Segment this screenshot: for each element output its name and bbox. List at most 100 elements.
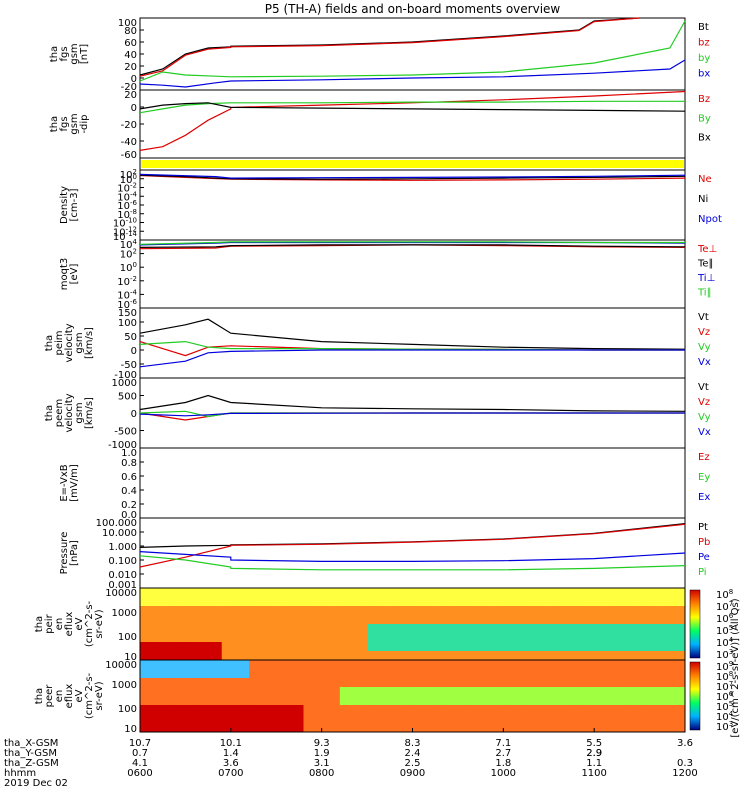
spectrogram-cell: [603, 705, 613, 715]
spectrogram-cell: [394, 588, 404, 598]
spectrogram-cell: [321, 687, 332, 697]
spectrogram-cell: [376, 651, 386, 661]
spectrogram-cell: [639, 678, 650, 688]
spectrogram-cell: [385, 714, 395, 724]
spectrogram-cell: [512, 669, 522, 679]
spectrogram-cell: [339, 705, 350, 715]
spectrogram-cell: [412, 651, 423, 661]
spectrogram-cell: [657, 696, 668, 706]
spectrogram-cell: [203, 678, 214, 688]
spectrogram-cell: [249, 669, 259, 679]
spectrogram-cell: [603, 651, 613, 661]
y-tick-label: 1.0: [121, 448, 137, 459]
spectrogram-cell: [521, 606, 532, 616]
spectrogram-cell: [448, 678, 459, 688]
spectrogram-cell: [294, 588, 304, 598]
spectrogram-cell: [385, 687, 395, 697]
spectrogram-cell: [639, 705, 650, 715]
y-tick-label: 10-2: [117, 275, 137, 288]
y-tick-label: 0: [131, 103, 137, 114]
spectrogram-cell: [675, 633, 686, 643]
spectrogram-cell: [648, 660, 659, 670]
spectrogram-cell: [330, 642, 341, 652]
spectrogram-cell: [321, 723, 332, 733]
spectrogram-cell: [503, 597, 513, 607]
legend-entry: Bz: [698, 94, 710, 105]
spectrogram-cell: [294, 624, 304, 634]
spectrogram-cell: [539, 588, 550, 598]
y-tick-label: 10-6: [117, 298, 137, 311]
spectrogram-cell: [158, 633, 168, 643]
spectrogram-cell: [158, 660, 168, 670]
spectrogram-cell: [412, 723, 423, 733]
spectrogram-cell: [258, 696, 268, 706]
spectrogram-cell: [358, 705, 368, 715]
y-tick-label: 1.000: [108, 542, 137, 553]
spectrogram-cell: [467, 615, 477, 625]
spectrogram-cell: [603, 669, 613, 679]
spectrogram-cell: [603, 696, 613, 706]
spectrogram-cell: [258, 642, 268, 652]
orbit-value: 4.1: [132, 758, 148, 769]
orbit-row-label: tha_Z-GSM: [4, 758, 59, 769]
spectrogram-cell: [348, 624, 359, 634]
spectrogram-cell: [576, 606, 586, 616]
y-tick-label: 20: [124, 90, 137, 101]
spectrogram-cell: [639, 651, 650, 661]
spectrogram-cell: [657, 660, 668, 670]
series-line-red: [139, 90, 686, 151]
spectrogram-cell: [176, 669, 186, 679]
spectrogram-cell: [230, 606, 241, 616]
spectrogram-cell: [158, 687, 168, 697]
spectrogram-cell: [258, 597, 268, 607]
spectrogram-cell: [430, 597, 441, 607]
spectrogram-cell: [512, 615, 522, 625]
spectrogram-cell: [348, 633, 359, 643]
spectrogram-cell: [203, 624, 214, 634]
legend-entry: Te∥: [697, 259, 714, 270]
spectrogram-cell: [276, 669, 286, 679]
spectrogram-cell: [312, 714, 323, 724]
spectrogram-cell: [639, 615, 650, 625]
y-tick-label: 60: [124, 38, 137, 49]
colorbar-tick-label: 107: [716, 600, 733, 613]
colorbar-tick-label: 103: [716, 648, 733, 661]
spectrogram-cell: [276, 588, 286, 598]
spectrogram-cell: [149, 669, 159, 679]
spectrogram-cell: [403, 606, 413, 616]
spectrogram-cell: [457, 678, 468, 688]
spectrogram-cell: [494, 633, 504, 643]
spectrogram-cell: [249, 687, 259, 697]
spectrogram-cell: [203, 687, 214, 697]
spectrogram-cell: [149, 723, 159, 733]
spectrogram-cell: [612, 678, 622, 688]
spectrogram-cell: [448, 642, 459, 652]
spectrogram-cell: [621, 696, 631, 706]
y-tick-label: -50: [121, 360, 137, 371]
spectrogram-cell: [657, 678, 668, 688]
spectrogram-cell: [276, 606, 286, 616]
spectrogram-cell: [648, 723, 659, 733]
spectrogram-cell: [230, 669, 241, 679]
spectrogram-cell: [675, 687, 686, 697]
spectrogram-cell: [158, 714, 168, 724]
spectrogram-cell: [212, 615, 223, 625]
spectrogram-cell: [457, 642, 468, 652]
spectrogram-cell: [512, 642, 522, 652]
spectrogram-cell: [140, 669, 150, 679]
spectrogram-cell: [657, 597, 668, 607]
legend-entry: Pt: [698, 522, 708, 533]
spectrogram-cell: [403, 696, 413, 706]
status-bar: [141, 160, 684, 168]
spectrogram-cell: [212, 588, 223, 598]
spectrogram-cell: [467, 588, 477, 598]
spectrogram-cell: [412, 678, 423, 688]
spectrogram-cell: [675, 714, 686, 724]
spectrogram-cell: [476, 723, 486, 733]
spectrogram-cell: [394, 714, 404, 724]
spectrogram-cell: [330, 714, 341, 724]
spectrogram-cell: [385, 669, 395, 679]
spectrogram-cell: [539, 678, 550, 688]
spectrogram-cell: [394, 624, 404, 634]
spectrogram-cell: [648, 615, 659, 625]
